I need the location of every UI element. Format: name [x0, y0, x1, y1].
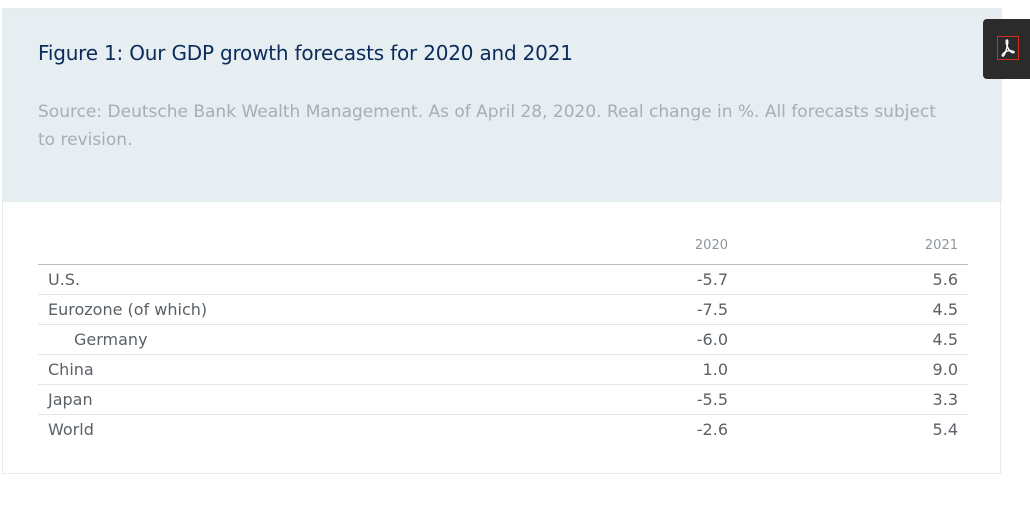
value-2021: 5.6 — [738, 264, 968, 295]
table-row: Japan -5.5 3.3 — [38, 384, 968, 415]
table-row: Germany -6.0 4.5 — [38, 324, 968, 355]
download-pdf-button[interactable] — [983, 19, 1030, 79]
figure-title: Figure 1: Our GDP growth forecasts for 2… — [38, 41, 573, 65]
value-2021: 4.5 — [738, 324, 968, 355]
adobe-pdf-icon — [997, 36, 1019, 60]
table-row: Eurozone (of which) -7.5 4.5 — [38, 294, 968, 325]
table-row: China 1.0 9.0 — [38, 354, 968, 385]
value-2020: -6.0 — [578, 324, 738, 355]
column-header-2020: 2020 — [578, 238, 738, 265]
row-label-japan: Japan — [38, 384, 578, 415]
table-row: U.S. -5.7 5.6 — [38, 264, 968, 295]
value-2020: -2.6 — [696, 420, 728, 439]
value-2020: -5.5 — [578, 384, 738, 415]
figure-header: Figure 1: Our GDP growth forecasts for 2… — [3, 9, 1002, 202]
table-header-row: 2020 2021 — [38, 238, 968, 265]
row-label-eurozone: Eurozone (of which) — [38, 294, 578, 325]
gdp-forecast-table-wrapper: 2020 2021 U.S. -5.7 5.6 Eurozone (of whi… — [38, 238, 968, 444]
row-label-china: China — [38, 354, 578, 385]
row-label-world: World — [48, 420, 94, 439]
value-2020: -5.7 — [578, 264, 738, 295]
value-2021: 4.5 — [738, 294, 968, 325]
column-header-country — [38, 238, 578, 265]
row-label-us: U.S. — [38, 264, 578, 295]
figure-source-note: Source: Deutsche Bank Wealth Management.… — [38, 102, 936, 150]
gdp-forecast-table: 2020 2021 U.S. -5.7 5.6 Eurozone (of whi… — [38, 238, 968, 444]
table-row: World -2.6 5.4 — [38, 415, 968, 445]
value-2021: 5.4 — [932, 420, 958, 439]
value-2021: 9.0 — [738, 354, 968, 385]
column-header-2021: 2021 — [738, 238, 968, 265]
figure-card: Figure 1: Our GDP growth forecasts for 2… — [2, 8, 1002, 474]
value-2021: 3.3 — [738, 384, 968, 415]
value-2020: 1.0 — [578, 354, 738, 385]
row-label-germany: Germany — [38, 324, 578, 355]
value-2020: -7.5 — [578, 294, 738, 325]
